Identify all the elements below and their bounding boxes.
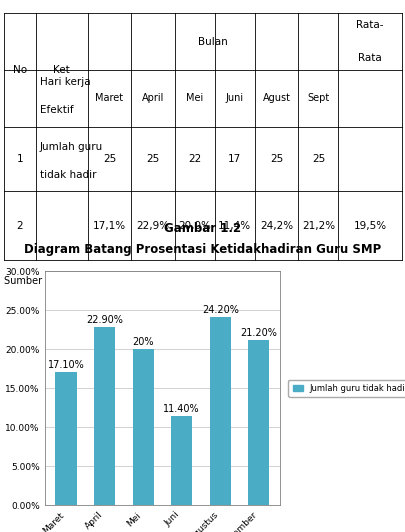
Text: 20,0%: 20,0% xyxy=(178,221,211,230)
Text: 25: 25 xyxy=(102,154,116,164)
Text: 11,4%: 11,4% xyxy=(218,221,251,230)
Text: 11.40%: 11.40% xyxy=(163,404,200,414)
Text: Maret: Maret xyxy=(95,93,123,103)
Text: 25: 25 xyxy=(311,154,324,164)
Text: Agust: Agust xyxy=(262,93,290,103)
Text: 25: 25 xyxy=(269,154,283,164)
Bar xyxy=(247,340,269,505)
Text: Mei: Mei xyxy=(186,93,203,103)
Text: Gambar 1.2: Gambar 1.2 xyxy=(164,222,241,235)
Text: 17: 17 xyxy=(228,154,241,164)
Bar xyxy=(209,317,230,505)
Bar xyxy=(94,327,115,505)
Text: 22: 22 xyxy=(188,154,201,164)
Text: 1: 1 xyxy=(17,154,23,164)
Legend: Jumlah guru tidak hadir: Jumlah guru tidak hadir xyxy=(288,380,405,397)
Text: Rata-: Rata- xyxy=(356,20,383,30)
Text: Sept: Sept xyxy=(307,93,329,103)
Text: 21.20%: 21.20% xyxy=(240,328,277,338)
Text: 19,5%: 19,5% xyxy=(353,221,386,230)
Text: No: No xyxy=(13,65,27,75)
Text: Diagram Batang Prosentasi Ketidakhadiran Guru SMP: Diagram Batang Prosentasi Ketidakhadiran… xyxy=(24,243,381,256)
Text: April: April xyxy=(142,93,164,103)
Bar xyxy=(55,372,77,505)
Text: Ket: Ket xyxy=(53,65,70,75)
Text: 2: 2 xyxy=(17,221,23,230)
Text: Efektif: Efektif xyxy=(40,105,73,115)
Text: 24,2%: 24,2% xyxy=(260,221,292,230)
Text: Jumlah guru: Jumlah guru xyxy=(40,142,103,152)
Text: Sumber : Tata Usaha SMP Kristen Gamaliel: Sumber : Tata Usaha SMP Kristen Gamaliel xyxy=(4,276,213,286)
Text: Bulan: Bulan xyxy=(198,37,227,47)
Text: 17.10%: 17.10% xyxy=(47,360,84,370)
Text: Juni: Juni xyxy=(225,93,243,103)
Text: 25: 25 xyxy=(146,154,160,164)
Text: 24.20%: 24.20% xyxy=(201,305,238,314)
Text: Rata: Rata xyxy=(357,53,381,63)
Text: 22,9%: 22,9% xyxy=(136,221,169,230)
Text: 17,1%: 17,1% xyxy=(93,221,126,230)
Bar xyxy=(132,350,153,505)
Text: Hari kerja: Hari kerja xyxy=(40,77,90,87)
Text: 20%: 20% xyxy=(132,337,153,347)
Text: 21,2%: 21,2% xyxy=(301,221,334,230)
Text: 22.90%: 22.90% xyxy=(86,315,123,325)
Bar xyxy=(171,417,192,505)
Text: tidak hadir: tidak hadir xyxy=(40,170,96,180)
